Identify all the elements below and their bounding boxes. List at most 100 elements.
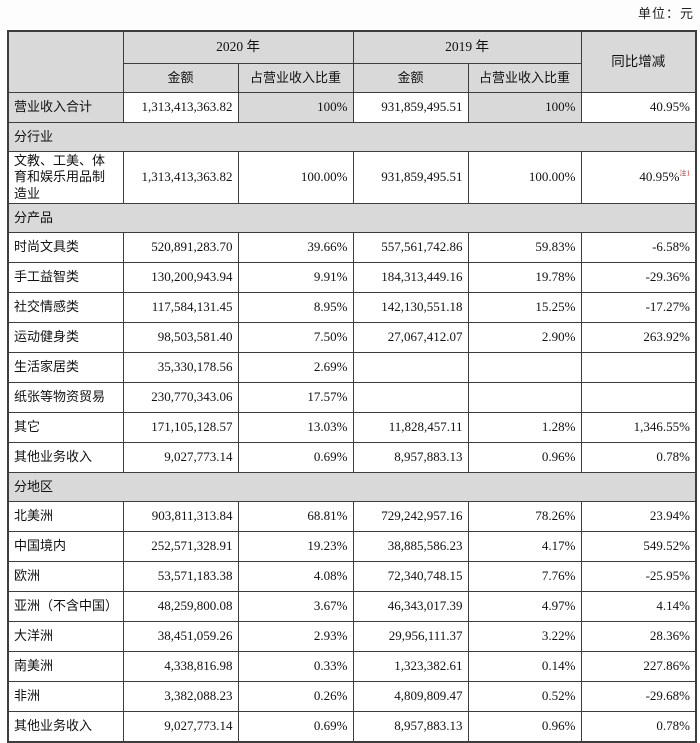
yoy-cell: -29.36% — [580, 261, 697, 293]
table-row: 手工益智类 130,200,943.94 9.91% 184,313,449.1… — [7, 261, 697, 293]
ratio-2019-cell: 59.83% — [467, 231, 582, 263]
ratio-2019-cell: 1.28% — [467, 411, 582, 443]
amount-2020-cell: 35,330,178.56 — [122, 351, 239, 383]
table-header-row-years: 2020 年 2019 年 同比增减 — [7, 30, 697, 93]
ratio-2020-cell: 9.91% — [237, 261, 354, 293]
amount-2020-cell: 53,571,183.38 — [122, 560, 239, 592]
amount-2019-cell — [352, 351, 469, 383]
yoy-cell: 40.95%注1 — [580, 151, 697, 204]
row-label-cell: 非洲 — [7, 680, 124, 712]
amount-2019-cell: 8,957,883.13 — [352, 710, 469, 743]
ratio-2020-cell: 2.69% — [237, 351, 354, 383]
row-label-cell: 亚洲（不含中国） — [7, 590, 124, 622]
table-row-total: 营业收入合计 1,313,413,363.82 100% 931,859,495… — [7, 92, 697, 123]
ratio-2019-cell: 0.96% — [467, 710, 582, 743]
table-row: 非洲 3,382,088.23 0.26% 4,809,809.47 0.52%… — [7, 680, 697, 712]
yoy-cell — [580, 351, 697, 383]
yoy-cell — [580, 381, 697, 413]
amount-2019-cell: 8,957,883.13 — [352, 441, 469, 473]
table-row: 运动健身类 98,503,581.40 7.50% 27,067,412.07 … — [7, 321, 697, 353]
revenue-breakdown-table: 2020 年 2019 年 同比增减 金额 占营业收入比重 金额 占营业收入比重… — [7, 30, 697, 743]
table-row: 文教、工美、体育和娱乐用品制造业 1,313,413,363.82 100.00… — [7, 151, 697, 204]
amount-2019-cell: 184,313,449.16 — [352, 261, 469, 293]
row-label-cell: 手工益智类 — [7, 261, 124, 293]
yoy-cell: 549.52% — [580, 530, 697, 562]
section-row-region: 分地区 — [7, 471, 697, 502]
header-ratio-2020: 占营业收入比重 — [237, 63, 354, 93]
amount-2020-cell: 9,027,773.14 — [122, 710, 239, 743]
amount-2019-cell: 72,340,748.15 — [352, 560, 469, 592]
ratio-2019-cell: 100.00% — [467, 151, 582, 204]
ratio-2019-cell: 0.52% — [467, 680, 582, 712]
amount-2019-cell: 931,859,495.51 — [352, 151, 469, 204]
yoy-cell: 0.78% — [580, 441, 697, 473]
ratio-2020-cell: 4.08% — [237, 560, 354, 592]
amount-2020-cell: 230,770,343.06 — [122, 381, 239, 413]
ratio-2019-cell: 15.25% — [467, 291, 582, 323]
amount-2020-cell: 171,105,128.57 — [122, 411, 239, 443]
yoy-cell: 4.14% — [580, 590, 697, 622]
ratio-2020-cell: 2.93% — [237, 620, 354, 652]
amount-2019-cell: 29,956,111.37 — [352, 620, 469, 652]
ratio-2020-cell: 0.69% — [237, 441, 354, 473]
table-row: 北美洲 903,811,313.84 68.81% 729,242,957.16… — [7, 500, 697, 532]
ratio-2019-cell — [467, 381, 582, 413]
section-label: 分产品 — [7, 202, 697, 233]
row-label-cell: 运动健身类 — [7, 321, 124, 353]
row-label-cell: 南美洲 — [7, 650, 124, 682]
corner-blank-cell — [7, 30, 124, 93]
ratio-2019-cell: 78.26% — [467, 500, 582, 532]
ratio-2019-cell: 100% — [467, 92, 582, 123]
amount-2019-cell: 931,859,495.51 — [352, 92, 469, 123]
yoy-cell: 28.36% — [580, 620, 697, 652]
ratio-2020-cell: 68.81% — [237, 500, 354, 532]
table-row: 其他业务收入 9,027,773.14 0.69% 8,957,883.13 0… — [7, 441, 697, 473]
amount-2020-cell: 38,451,059.26 — [122, 620, 239, 652]
table-row: 亚洲（不含中国） 48,259,800.08 3.67% 46,343,017.… — [7, 590, 697, 622]
ratio-2019-cell: 3.22% — [467, 620, 582, 652]
row-label-cell: 其他业务收入 — [7, 441, 124, 473]
ratio-2020-cell: 39.66% — [237, 231, 354, 263]
yoy-cell: 263.92% — [580, 321, 697, 353]
yoy-cell: -17.27% — [580, 291, 697, 323]
amount-2020-cell: 252,571,328.91 — [122, 530, 239, 562]
ratio-2020-cell: 17.57% — [237, 381, 354, 413]
amount-2020-cell: 1,313,413,363.82 — [122, 151, 239, 204]
ratio-2019-cell: 0.14% — [467, 650, 582, 682]
table-row: 南美洲 4,338,816.98 0.33% 1,323,382.61 0.14… — [7, 650, 697, 682]
yoy-cell: -25.95% — [580, 560, 697, 592]
amount-2020-cell: 520,891,283.70 — [122, 231, 239, 263]
ratio-2020-cell: 100.00% — [237, 151, 354, 204]
unit-label: 单位：元 — [637, 6, 694, 21]
amount-2019-cell: 4,809,809.47 — [352, 680, 469, 712]
row-label-cell: 中国境内 — [7, 530, 124, 562]
yoy-cell: 227.86% — [580, 650, 697, 682]
yoy-cell: -29.68% — [580, 680, 697, 712]
table-row: 中国境内 252,571,328.91 19.23% 38,885,586.23… — [7, 530, 697, 562]
table-row: 大洋洲 38,451,059.26 2.93% 29,956,111.37 3.… — [7, 620, 697, 652]
amount-2019-cell: 11,828,457.11 — [352, 411, 469, 443]
ratio-2020-cell: 8.95% — [237, 291, 354, 323]
ratio-2020-cell: 0.69% — [237, 710, 354, 743]
ratio-2019-cell: 4.17% — [467, 530, 582, 562]
amount-2020-cell: 117,584,131.45 — [122, 291, 239, 323]
header-amount-2020: 金额 — [122, 63, 239, 93]
amount-2019-cell: 142,130,551.18 — [352, 291, 469, 323]
row-label-cell: 大洋洲 — [7, 620, 124, 652]
table-header-row-metrics: 金额 占营业收入比重 金额 占营业收入比重 — [8, 63, 696, 93]
ratio-2020-cell: 0.26% — [237, 680, 354, 712]
yoy-cell: -6.58% — [580, 231, 697, 263]
row-label-cell: 其它 — [7, 411, 124, 443]
header-2020: 2020 年 — [122, 30, 354, 64]
amount-2020-cell: 903,811,313.84 — [122, 500, 239, 532]
amount-2020-cell: 1,313,413,363.82 — [122, 92, 239, 123]
amount-2020-cell: 3,382,088.23 — [122, 680, 239, 712]
row-label-cell: 其他业务收入 — [7, 710, 124, 743]
table-row: 时尚文具类 520,891,283.70 39.66% 557,561,742.… — [7, 231, 697, 263]
ratio-2020-cell: 7.50% — [237, 321, 354, 353]
yoy-cell: 23.94% — [580, 500, 697, 532]
row-label-cell: 生活家居类 — [7, 351, 124, 383]
row-label-cell: 纸张等物资贸易 — [7, 381, 124, 413]
amount-2020-cell: 48,259,800.08 — [122, 590, 239, 622]
ratio-2020-cell: 13.03% — [237, 411, 354, 443]
